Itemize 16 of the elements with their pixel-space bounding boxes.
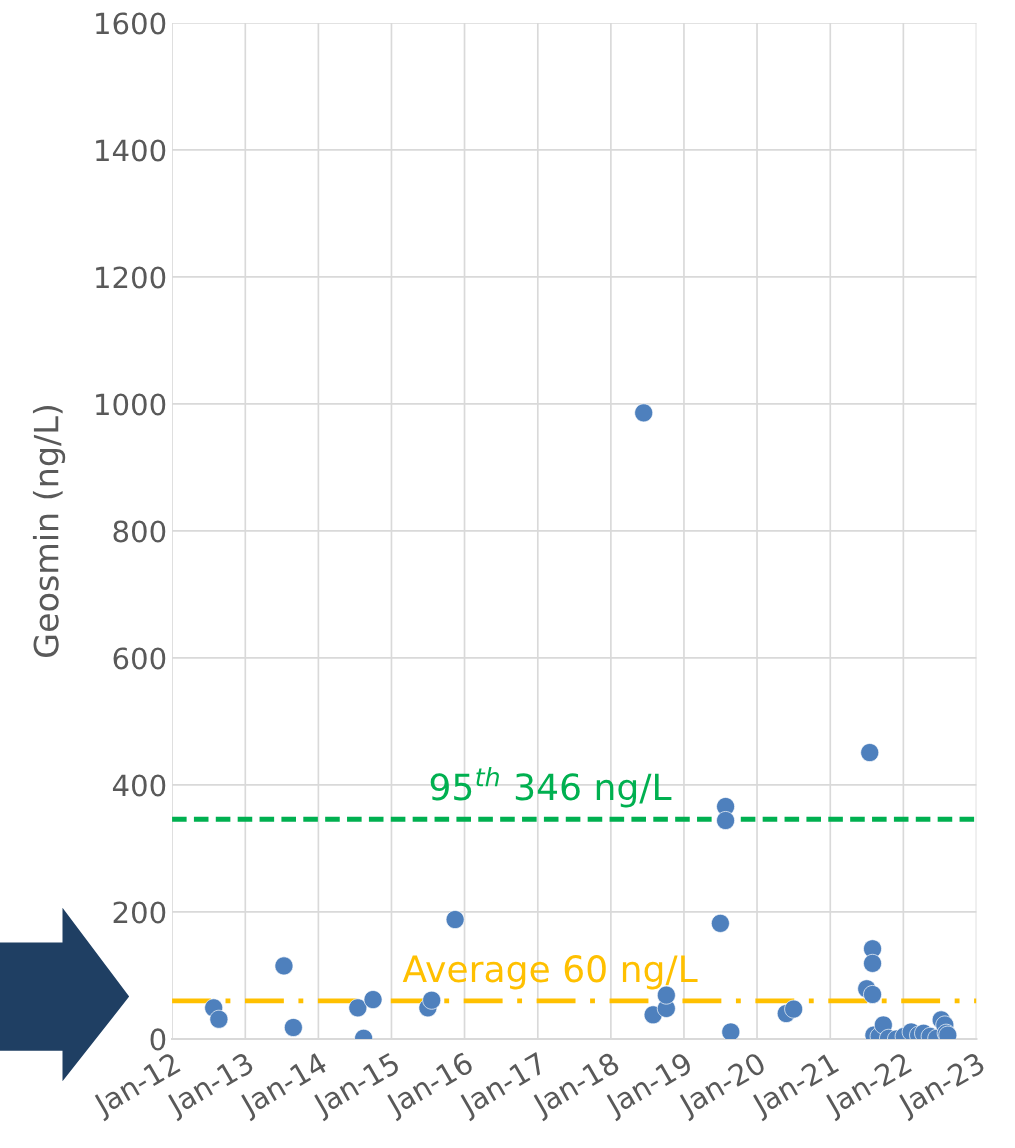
y-tick-label: 400	[112, 774, 166, 797]
y-tick-label: 600	[113, 647, 166, 670]
point	[863, 985, 882, 1004]
y-tick-label: 800	[113, 520, 166, 543]
ref-line-label: Average 60 ng/L	[402, 955, 698, 990]
y-axis-title: Geosmin (ng/L)	[32, 405, 66, 657]
y-tick-label: 0	[150, 1028, 166, 1051]
y-tick-label: 200	[113, 901, 166, 924]
y-tick-label: 1400	[96, 139, 166, 162]
y-tick-label: 1000	[96, 393, 166, 416]
ref-line-label: 95$^{th}$ 346 ng/L	[430, 767, 672, 808]
y-tick-label: 1200	[96, 266, 166, 289]
y-tick-label: 1600	[96, 12, 166, 35]
point	[274, 956, 294, 976]
point	[863, 953, 882, 973]
point	[721, 1022, 741, 1039]
